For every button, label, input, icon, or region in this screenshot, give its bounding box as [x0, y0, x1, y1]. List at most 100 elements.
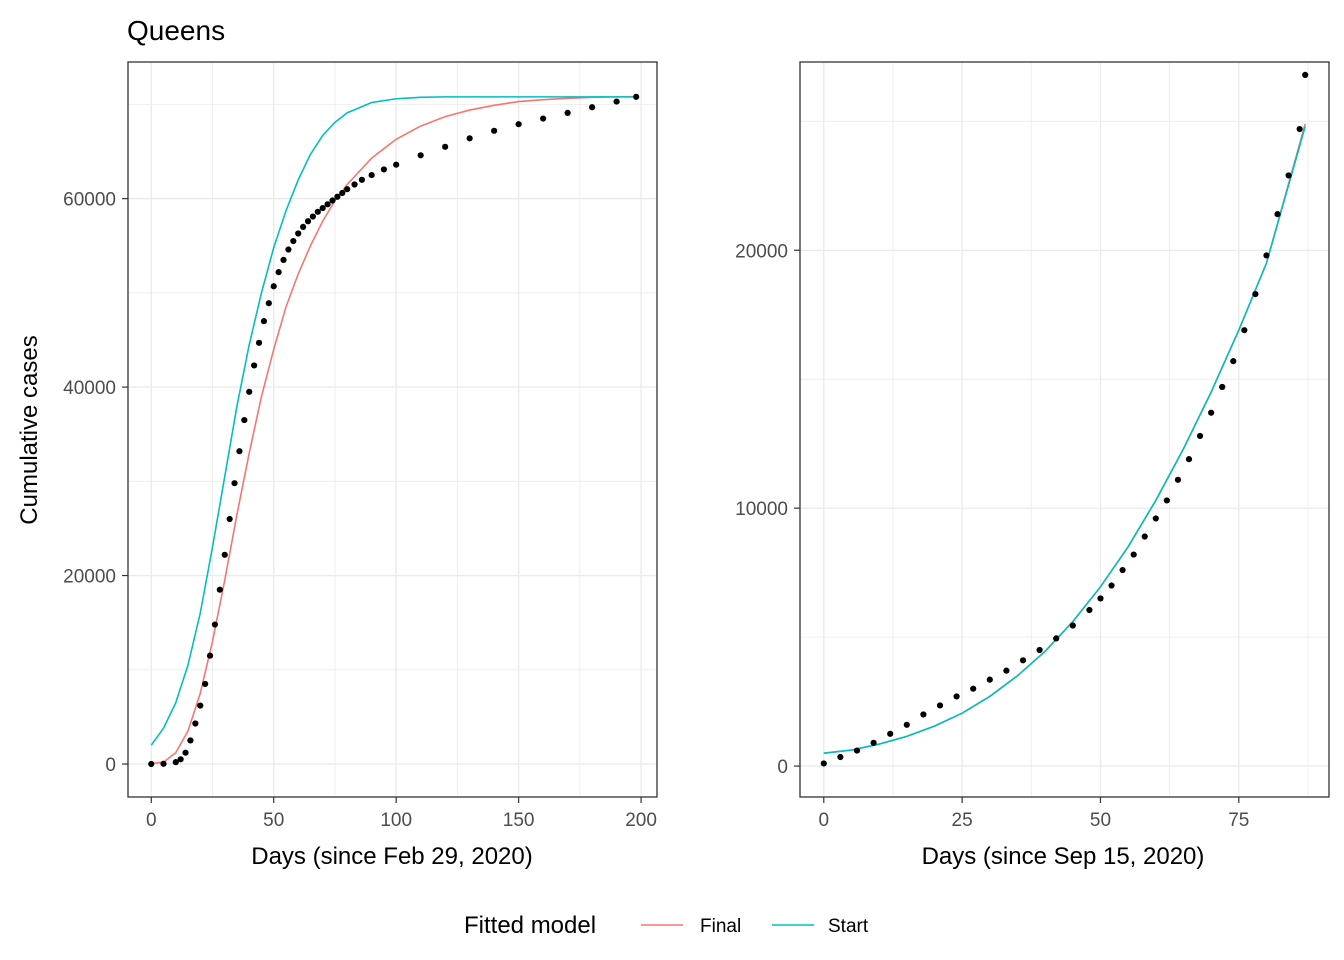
right-panel-axes: 0 25 50 75 0 10000 20000	[735, 241, 1249, 831]
left-observed-point	[633, 93, 640, 100]
left-observed-point	[275, 269, 282, 276]
left-observed-point	[226, 515, 233, 523]
left-observed-point	[265, 300, 272, 307]
left-observed-point	[339, 189, 346, 197]
right-observed-point	[986, 676, 993, 683]
left-panel-background	[128, 62, 657, 797]
left-observed-point	[589, 104, 596, 111]
right-observed-point	[903, 721, 910, 728]
left-observed-point	[613, 98, 620, 105]
right-observed-point	[820, 760, 827, 767]
right-observed-point	[1263, 252, 1270, 259]
left-observed-point	[172, 759, 179, 766]
right-observed-point	[1252, 291, 1259, 298]
left-observed-point	[148, 760, 155, 768]
legend-title: Fitted model	[464, 912, 596, 939]
left-x-tick-label: 200	[625, 810, 657, 831]
right-observed-point	[1208, 409, 1215, 416]
left-observed-point	[182, 749, 189, 756]
chart-title: Queens	[127, 15, 225, 46]
left-observed-point	[260, 318, 268, 325]
left-panel-observed-points	[148, 93, 640, 768]
right-panel-background	[800, 62, 1329, 797]
right-x-tick-label: 75	[1228, 810, 1249, 831]
right-observed-point	[936, 702, 944, 709]
right-y-tick-label: 10000	[735, 499, 788, 520]
left-observed-point	[324, 201, 331, 208]
left-observed-point	[491, 127, 498, 134]
left-observed-point	[358, 176, 365, 183]
left-observed-point	[344, 186, 351, 193]
left-observed-point	[202, 680, 209, 688]
left-panel-grid	[128, 62, 657, 797]
legend: Fitted model Final Start	[464, 912, 869, 939]
right-observed-point	[1196, 432, 1204, 440]
left-observed-point	[466, 135, 473, 142]
legend-final-label: Final	[700, 916, 741, 937]
right-observed-point	[1163, 497, 1170, 504]
left-observed-point	[515, 121, 522, 128]
left-y-tick-label: 40000	[63, 378, 116, 399]
right-observed-point	[1219, 383, 1226, 391]
left-x-tick-label: 100	[380, 810, 412, 831]
right-panel-observed-points	[820, 71, 1309, 767]
left-panel-border	[127, 61, 658, 798]
left-observed-point	[160, 760, 167, 767]
left-observed-point	[216, 586, 223, 593]
left-y-tick-label: 20000	[63, 567, 116, 588]
left-observed-point	[304, 218, 312, 225]
left-observed-point	[285, 246, 292, 253]
right-x-axis-title: Days (since Sep 15, 2020)	[922, 843, 1205, 870]
right-observed-point	[1097, 595, 1104, 602]
left-observed-point	[351, 181, 358, 188]
right-panel: 0 25 50 75 0 10000 20000 Days (since Sep 15, 2…	[735, 61, 1330, 870]
left-observed-point	[380, 166, 388, 173]
left-observed-point	[319, 204, 326, 212]
right-observed-point	[1003, 667, 1010, 674]
left-observed-point	[197, 702, 204, 709]
left-panel-axes: 0 50 100 150 200 0 20000 40000 60000	[63, 190, 657, 831]
right-observed-point	[1302, 71, 1309, 78]
right-y-tick-label: 20000	[735, 241, 788, 262]
left-series-start-line	[150, 96, 637, 746]
right-y-tick-label: 0	[777, 757, 788, 778]
right-observed-point	[1053, 635, 1060, 642]
left-observed-point	[246, 388, 253, 395]
right-observed-point	[1130, 551, 1137, 558]
right-observed-point	[837, 753, 844, 761]
right-panel-series-lines	[823, 123, 1306, 754]
left-observed-point	[329, 197, 336, 204]
left-y-tick-label: 0	[105, 755, 116, 776]
left-observed-point	[231, 480, 238, 487]
left-observed-point	[564, 109, 571, 116]
left-observed-point	[255, 339, 263, 346]
right-observed-point	[887, 730, 894, 737]
left-observed-point	[211, 621, 219, 628]
right-series-start-line	[823, 126, 1306, 754]
left-observed-point	[290, 237, 297, 245]
left-observed-point	[270, 283, 277, 290]
left-observed-point	[334, 193, 341, 200]
left-observed-point	[251, 362, 258, 369]
right-observed-point	[1296, 125, 1303, 133]
legend-start-label: Start	[828, 916, 869, 937]
left-observed-point	[417, 152, 424, 159]
right-observed-point	[853, 747, 861, 754]
right-observed-point	[1152, 515, 1159, 522]
left-y-axis-title: Cumulative cases	[16, 335, 43, 524]
left-series-final-line	[151, 96, 637, 765]
left-observed-point	[393, 161, 400, 168]
right-observed-point	[1230, 358, 1237, 365]
right-observed-point	[1108, 582, 1115, 589]
right-observed-point	[1141, 533, 1148, 540]
left-observed-point	[309, 213, 317, 220]
right-observed-point	[870, 739, 877, 746]
right-observed-point	[1069, 622, 1076, 629]
right-panel-border	[799, 61, 1330, 798]
right-x-tick-label: 0	[819, 810, 830, 831]
right-observed-point	[953, 693, 960, 700]
right-observed-point	[1185, 456, 1193, 463]
left-observed-point	[295, 230, 302, 237]
left-y-tick-label: 60000	[63, 190, 116, 211]
right-observed-point	[1086, 606, 1093, 614]
